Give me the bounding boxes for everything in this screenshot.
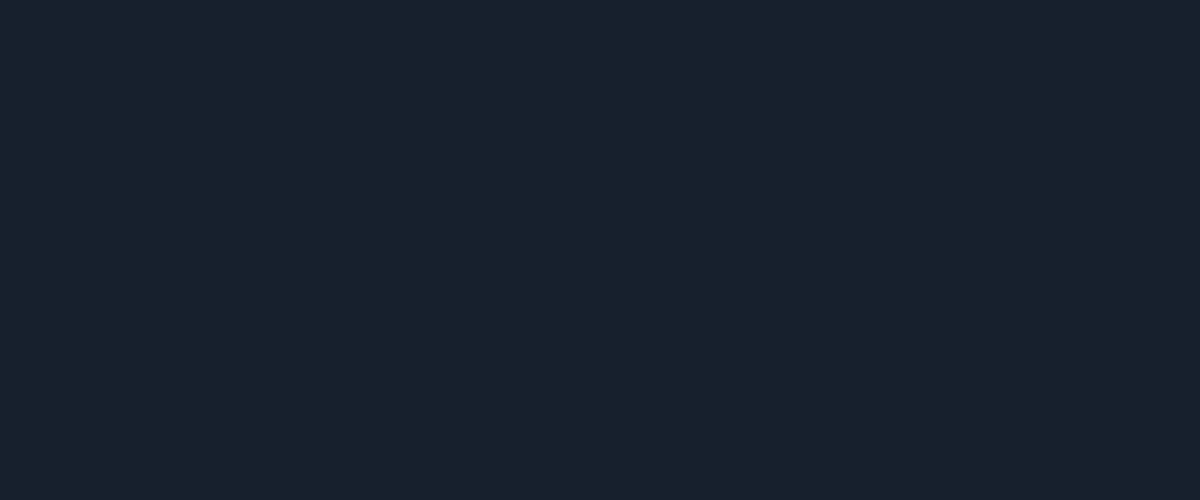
chart-canvas	[0, 0, 1200, 500]
chart-plot	[0, 0, 1200, 500]
